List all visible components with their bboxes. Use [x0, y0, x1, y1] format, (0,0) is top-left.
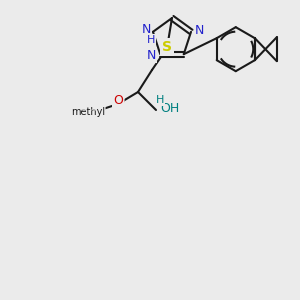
Text: S: S: [162, 40, 172, 54]
Text: N: N: [195, 24, 204, 37]
Text: methyl: methyl: [94, 111, 99, 112]
Text: methyl: methyl: [82, 110, 86, 111]
Text: OH: OH: [160, 101, 179, 115]
Text: H: H: [156, 95, 164, 105]
Text: O: O: [113, 94, 123, 107]
Text: N: N: [142, 23, 151, 36]
Text: methyl: methyl: [92, 110, 96, 111]
Text: N: N: [147, 49, 156, 62]
Text: methyl: methyl: [71, 107, 105, 117]
Text: O: O: [114, 95, 124, 109]
Text: H: H: [147, 35, 155, 45]
